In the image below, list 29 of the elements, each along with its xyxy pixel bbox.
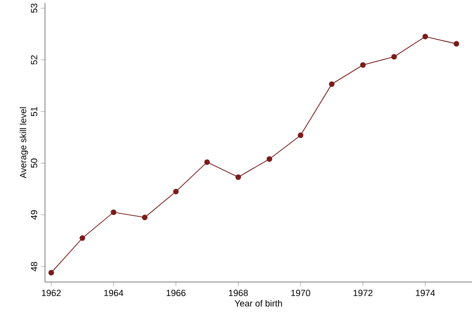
y-axis-title: Average skill level — [20, 107, 28, 178]
x-axis-title: Year of birth — [234, 300, 282, 307]
y-tick-label: 51 — [30, 106, 38, 116]
point — [266, 156, 272, 162]
y-tick-label: 48 — [30, 262, 38, 272]
point — [235, 174, 242, 180]
point — [360, 62, 366, 68]
point — [204, 159, 210, 165]
x-tick-label: 1970 — [291, 290, 310, 296]
x-tick-label: 1974 — [416, 290, 435, 296]
point — [80, 235, 86, 241]
y-tick-label: 53 — [30, 4, 38, 13]
x-tick-label: 1968 — [228, 290, 248, 296]
point — [391, 54, 397, 60]
y-tick-label: 49 — [30, 210, 38, 220]
point — [454, 41, 460, 47]
y-tick-label: 52 — [30, 55, 38, 64]
point — [110, 209, 116, 216]
point — [48, 270, 54, 276]
point — [298, 132, 304, 138]
point — [422, 34, 428, 40]
x-tick-label: 1966 — [166, 290, 186, 296]
x-tick-label: 1964 — [104, 290, 124, 296]
point — [328, 81, 335, 87]
point — [173, 188, 179, 194]
point — [142, 214, 148, 220]
x-tick-label: 1972 — [354, 290, 372, 296]
y-tick-label: 50 — [30, 158, 38, 168]
x-tick-label: 1962 — [42, 290, 61, 296]
